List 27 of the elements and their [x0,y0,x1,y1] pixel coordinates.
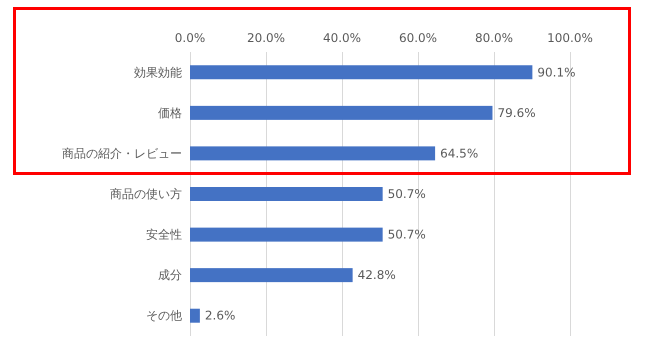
data-label: 90.1% [537,65,576,80]
y-tick-label: その他 [146,308,182,323]
x-tick-label: 60.0% [398,31,438,45]
x-tick-label: 80.0% [474,31,514,45]
x-tick-label: 40.0% [322,31,362,45]
bar [190,146,436,160]
bar [190,308,200,323]
data-label: 50.7% [388,228,426,242]
y-tick-label: 安全性 [146,228,182,242]
y-tick-label: 商品の使い方 [110,187,182,201]
bar [190,65,532,80]
y-tick-label: 商品の紹介・レビュー [62,146,182,160]
y-tick-label: 価格 [158,106,182,120]
data-label: 79.6% [497,106,536,120]
data-label: 50.7% [388,187,426,201]
bar [190,228,383,242]
bar [190,187,383,201]
data-label: 42.8% [358,268,396,282]
bar [190,106,492,120]
x-tick-label: 20.0% [246,31,286,45]
bar [190,268,353,282]
x-tick-label: 0.0% [174,31,206,45]
data-label: 2.6% [204,308,236,323]
y-tick-label: 効果効能 [134,65,182,80]
x-tick-label: 100.0% [547,31,593,45]
y-tick-label: 成分 [158,268,182,282]
data-label: 64.5% [440,146,478,160]
